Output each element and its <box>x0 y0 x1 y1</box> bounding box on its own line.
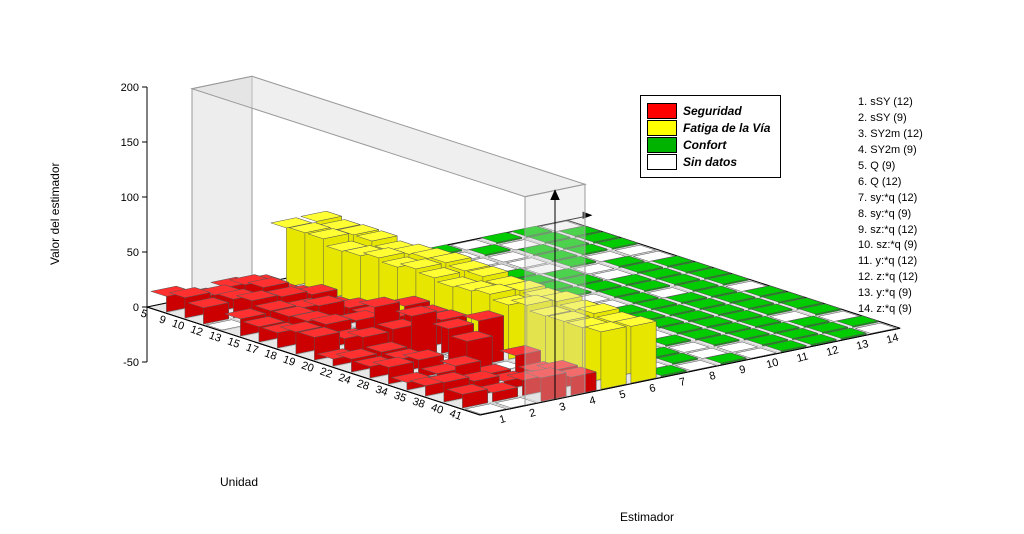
svg-text:22: 22 <box>318 366 334 381</box>
svg-text:17: 17 <box>244 342 260 357</box>
svg-text:10: 10 <box>765 357 780 372</box>
svg-text:4: 4 <box>588 395 597 408</box>
svg-text:10: 10 <box>170 318 186 333</box>
svg-text:15: 15 <box>226 336 242 351</box>
legend-label: Fatiga de la Vía <box>683 121 770 135</box>
svg-text:100: 100 <box>121 192 139 204</box>
svg-text:20: 20 <box>300 360 316 375</box>
estimator-item: 4. SY2m (9) <box>858 143 923 159</box>
estimator-item: 12. z:*q (12) <box>858 270 923 286</box>
svg-text:8: 8 <box>708 370 717 383</box>
svg-text:3: 3 <box>558 401 567 414</box>
legend-item: Fatiga de la Vía <box>647 120 770 136</box>
svg-text:35: 35 <box>392 390 408 405</box>
svg-text:40: 40 <box>429 402 445 417</box>
svg-text:19: 19 <box>281 354 297 369</box>
svg-text:200: 200 <box>121 82 139 94</box>
legend-item: Seguridad <box>647 103 770 119</box>
legend-swatch-sindatos <box>647 154 677 170</box>
svg-text:38: 38 <box>411 396 427 411</box>
estimator-item: 7. sy:*q (12) <box>858 191 923 207</box>
svg-text:12: 12 <box>189 324 205 339</box>
svg-text:0: 0 <box>133 302 139 314</box>
estimator-item: 9. sz:*q (12) <box>858 223 923 239</box>
svg-text:150: 150 <box>121 137 139 149</box>
estimator-item: 2. sSY (9) <box>858 111 923 127</box>
svg-text:6: 6 <box>648 382 657 395</box>
x-axis-label: Estimador <box>620 510 674 524</box>
svg-text:7: 7 <box>678 376 687 389</box>
estimator-item: 5. Q (9) <box>858 159 923 175</box>
estimator-item: 8. sy:*q (9) <box>858 207 923 223</box>
legend-swatch-fatiga <box>647 120 677 136</box>
estimator-item: 1. sSY (12) <box>858 95 923 111</box>
svg-text:1: 1 <box>498 413 507 426</box>
estimator-item: 13. y:*q (9) <box>858 286 923 302</box>
legend-swatch-seguridad <box>647 103 677 119</box>
svg-text:34: 34 <box>374 384 390 399</box>
estimator-item: 6. Q (12) <box>858 175 923 191</box>
legend-label: Confort <box>683 138 726 152</box>
svg-text:5: 5 <box>618 388 627 401</box>
svg-text:18: 18 <box>263 348 279 363</box>
svg-text:41: 41 <box>448 408 464 423</box>
legend: Seguridad Fatiga de la Vía Confort Sin d… <box>640 95 781 178</box>
z-axis-label: Valor del estimador <box>48 163 62 266</box>
legend-item: Sin datos <box>647 154 770 170</box>
legend-item: Confort <box>647 137 770 153</box>
svg-text:28: 28 <box>355 378 371 393</box>
y-axis-label: Unidad <box>220 475 258 489</box>
legend-label: Sin datos <box>683 155 737 169</box>
svg-text:14: 14 <box>885 332 900 347</box>
chart-stage: -500501001502001234567891011121314414038… <box>0 0 1024 534</box>
estimator-item: 10. sz:*q (9) <box>858 238 923 254</box>
svg-text:9: 9 <box>738 364 747 377</box>
svg-text:13: 13 <box>855 338 870 353</box>
estimator-item: 11. y:*q (12) <box>858 254 923 270</box>
svg-text:2: 2 <box>528 407 537 420</box>
svg-text:50: 50 <box>127 247 139 259</box>
svg-text:24: 24 <box>337 372 353 387</box>
svg-text:11: 11 <box>795 350 809 365</box>
svg-text:12: 12 <box>825 344 840 359</box>
estimator-item: 3. SY2m (12) <box>858 127 923 143</box>
svg-text:13: 13 <box>207 330 223 345</box>
legend-swatch-confort <box>647 137 677 153</box>
estimator-item: 14. z:*q (9) <box>858 302 923 318</box>
svg-text:-50: -50 <box>123 357 139 369</box>
estimator-list: 1. sSY (12)2. sSY (9)3. SY2m (12)4. SY2m… <box>858 95 923 318</box>
svg-text:9: 9 <box>157 314 167 327</box>
legend-label: Seguridad <box>683 104 742 118</box>
